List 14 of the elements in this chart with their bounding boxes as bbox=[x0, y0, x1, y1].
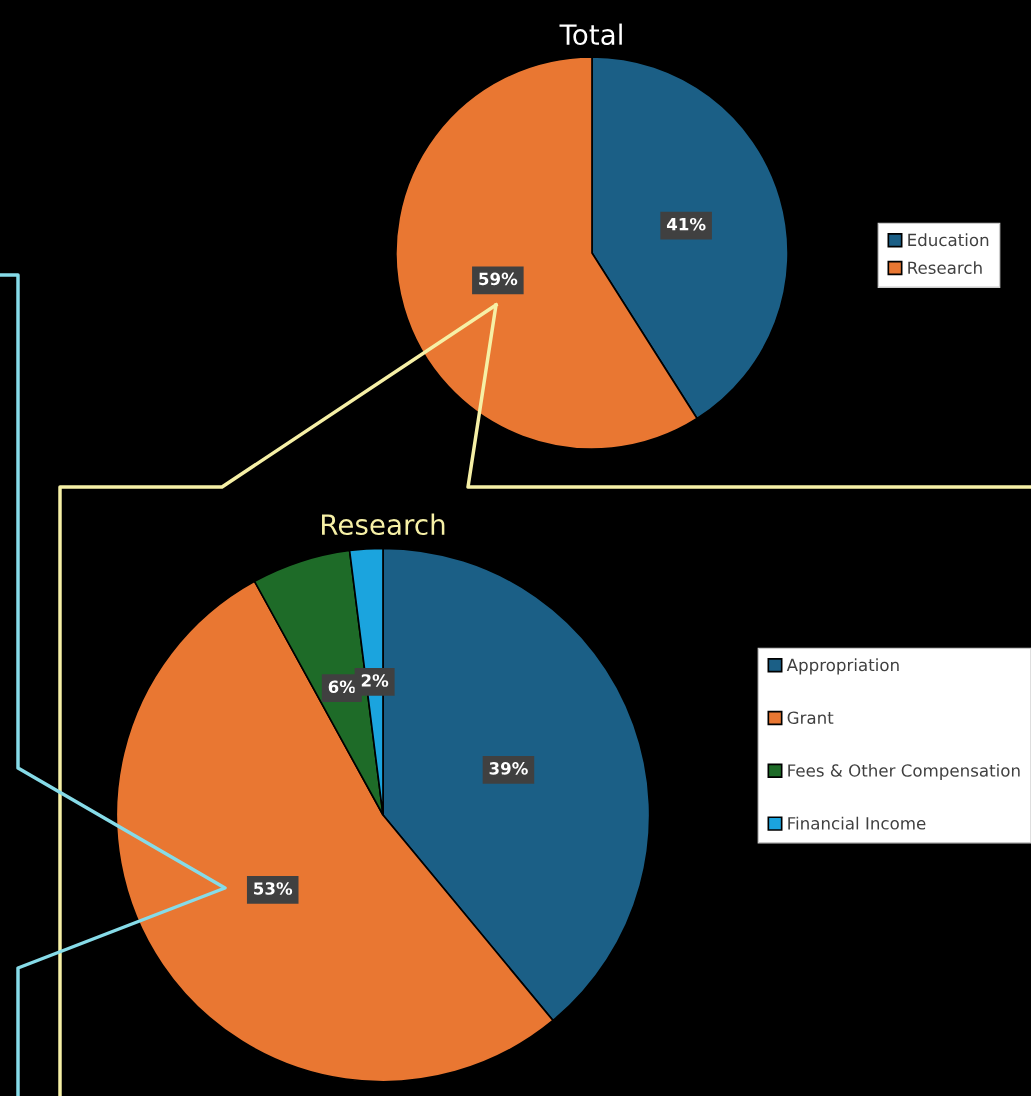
chart-title: Research bbox=[322, 513, 445, 536]
legend-label: Education bbox=[908, 233, 989, 247]
data-label: 41% bbox=[666, 217, 706, 231]
data-label: 6% bbox=[328, 680, 356, 694]
data-label: 2% bbox=[361, 674, 389, 687]
data-label: 39% bbox=[489, 762, 528, 775]
data-label: 53% bbox=[254, 882, 293, 895]
legend-label: Fees & Other Compensation bbox=[788, 763, 1020, 781]
legend-label: Financial Income bbox=[788, 816, 926, 830]
legend-label: Appropriation bbox=[786, 658, 899, 675]
legend-label: Research bbox=[908, 261, 982, 275]
legend-label: Grant bbox=[787, 711, 834, 725]
data-label: 59% bbox=[479, 272, 518, 286]
chart-title: Total bbox=[559, 23, 622, 46]
